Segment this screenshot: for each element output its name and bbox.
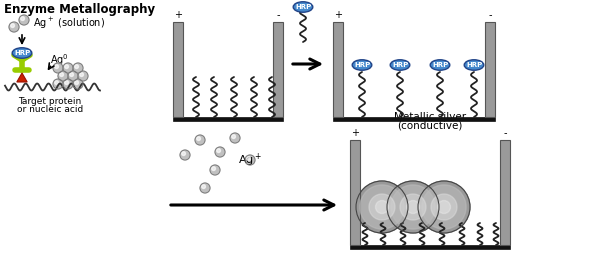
Circle shape bbox=[200, 183, 210, 193]
Circle shape bbox=[19, 15, 29, 25]
Text: (conductive): (conductive) bbox=[397, 120, 463, 130]
Circle shape bbox=[68, 71, 78, 81]
Text: -: - bbox=[488, 10, 492, 20]
Circle shape bbox=[202, 185, 206, 188]
Text: or nucleic acid: or nucleic acid bbox=[17, 105, 83, 114]
Bar bbox=[173, 117, 283, 121]
Circle shape bbox=[60, 73, 64, 76]
Circle shape bbox=[437, 200, 451, 213]
Text: Ag$^+$: Ag$^+$ bbox=[238, 151, 262, 169]
Circle shape bbox=[215, 147, 225, 157]
Circle shape bbox=[195, 135, 205, 145]
Bar bbox=[333, 117, 495, 121]
Circle shape bbox=[65, 65, 68, 68]
Circle shape bbox=[217, 149, 221, 153]
Circle shape bbox=[391, 185, 435, 229]
Circle shape bbox=[75, 81, 79, 84]
Circle shape bbox=[431, 194, 457, 220]
Bar bbox=[485, 22, 495, 117]
Circle shape bbox=[53, 63, 63, 73]
Text: +: + bbox=[174, 10, 182, 20]
Circle shape bbox=[210, 165, 220, 175]
Ellipse shape bbox=[430, 60, 450, 70]
Text: Metallic silver: Metallic silver bbox=[394, 112, 466, 122]
Circle shape bbox=[53, 79, 63, 89]
Ellipse shape bbox=[352, 60, 372, 70]
Text: HRP: HRP bbox=[432, 62, 448, 68]
Circle shape bbox=[80, 73, 83, 76]
Text: HRP: HRP bbox=[14, 50, 30, 56]
Circle shape bbox=[212, 167, 215, 171]
Bar bbox=[500, 140, 510, 245]
Ellipse shape bbox=[390, 60, 410, 70]
Circle shape bbox=[9, 22, 19, 32]
Circle shape bbox=[55, 65, 59, 68]
Circle shape bbox=[21, 17, 25, 21]
Circle shape bbox=[247, 157, 251, 160]
Text: HRP: HRP bbox=[354, 62, 370, 68]
Circle shape bbox=[245, 155, 255, 165]
Circle shape bbox=[63, 79, 73, 89]
Text: Ag$^+$ (solution): Ag$^+$ (solution) bbox=[33, 15, 105, 31]
Bar bbox=[350, 245, 510, 249]
Circle shape bbox=[182, 152, 185, 155]
Text: +: + bbox=[351, 128, 359, 138]
Circle shape bbox=[63, 63, 73, 73]
Circle shape bbox=[197, 137, 200, 140]
Circle shape bbox=[75, 65, 79, 68]
Bar bbox=[173, 22, 183, 117]
Circle shape bbox=[400, 194, 426, 220]
Circle shape bbox=[356, 181, 408, 233]
Circle shape bbox=[70, 73, 74, 76]
Text: +: + bbox=[334, 10, 342, 20]
Text: Enzyme Metallography: Enzyme Metallography bbox=[4, 3, 155, 16]
Circle shape bbox=[78, 71, 88, 81]
Circle shape bbox=[369, 194, 395, 220]
Circle shape bbox=[422, 185, 466, 229]
Circle shape bbox=[11, 24, 14, 28]
Bar bbox=[333, 22, 343, 117]
Ellipse shape bbox=[293, 2, 313, 12]
Ellipse shape bbox=[12, 48, 32, 58]
Text: -: - bbox=[276, 10, 280, 20]
Circle shape bbox=[73, 79, 83, 89]
Text: Target protein: Target protein bbox=[19, 97, 82, 106]
Bar bbox=[273, 22, 283, 117]
Circle shape bbox=[55, 81, 59, 84]
Circle shape bbox=[418, 181, 470, 233]
Text: HRP: HRP bbox=[295, 4, 311, 10]
Circle shape bbox=[387, 181, 439, 233]
Circle shape bbox=[65, 81, 68, 84]
Circle shape bbox=[58, 71, 68, 81]
Circle shape bbox=[232, 135, 236, 139]
Circle shape bbox=[376, 200, 389, 213]
Text: HRP: HRP bbox=[392, 62, 408, 68]
Bar bbox=[350, 140, 360, 245]
Circle shape bbox=[407, 200, 419, 213]
Circle shape bbox=[230, 133, 240, 143]
Text: -: - bbox=[503, 128, 507, 138]
Circle shape bbox=[73, 63, 83, 73]
Circle shape bbox=[180, 150, 190, 160]
Circle shape bbox=[360, 185, 404, 229]
Ellipse shape bbox=[464, 60, 484, 70]
Text: Ag$^0$: Ag$^0$ bbox=[50, 52, 69, 68]
Text: HRP: HRP bbox=[466, 62, 482, 68]
